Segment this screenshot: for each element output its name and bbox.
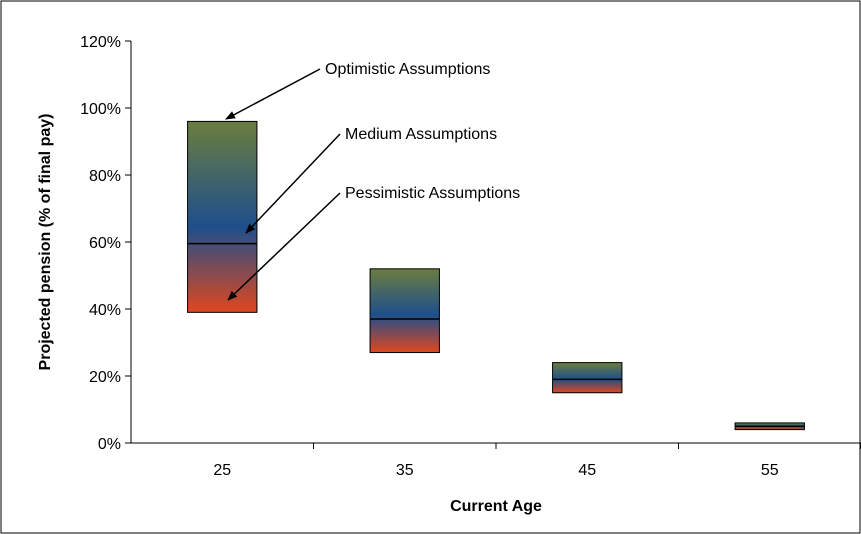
arrow-medium	[245, 133, 341, 234]
annotation-optimistic: Optimistic Assumptions	[325, 61, 490, 78]
annotation-pessimistic: Pessimistic Assumptions	[345, 185, 520, 202]
x-tick-label: 45	[578, 462, 596, 479]
y-axis-title: Projected pension (% of final pay)	[37, 114, 54, 371]
y-tick-label: 80%	[89, 168, 121, 185]
arrow-optimistic	[225, 68, 321, 120]
x-tick-label: 25	[213, 462, 231, 479]
y-tick-label: 40%	[89, 302, 121, 319]
arrow-pessimistic	[227, 192, 341, 301]
annotation-medium: Medium Assumptions	[345, 126, 497, 143]
range-bar-age-25	[187, 120, 258, 313]
y-tick-label: 120%	[80, 34, 121, 51]
y-tick-label: 20%	[89, 369, 121, 386]
y-tick-label: 60%	[89, 235, 121, 252]
y-tick-label: 0%	[98, 436, 121, 453]
range-bar-age-35	[369, 268, 440, 354]
y-tick-label: 100%	[80, 101, 121, 118]
range-bar-age-45	[552, 362, 623, 394]
x-axis-title: Current Age	[450, 498, 542, 515]
x-tick-label: 35	[396, 462, 414, 479]
x-tick-label: 55	[761, 462, 779, 479]
